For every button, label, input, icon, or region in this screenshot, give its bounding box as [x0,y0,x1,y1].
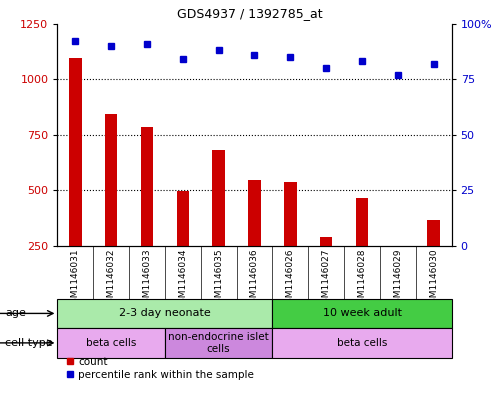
Text: GDS4937 / 1392785_at: GDS4937 / 1392785_at [177,7,322,20]
Bar [272,328,452,358]
Bar [428,220,440,301]
Text: 10 week adult: 10 week adult [322,309,402,318]
Text: GSM1146035: GSM1146035 [214,248,223,309]
Text: GSM1146033: GSM1146033 [143,248,152,309]
Bar [105,114,117,301]
Text: beta cells: beta cells [337,338,387,348]
Bar [320,237,332,301]
Text: GSM1146036: GSM1146036 [250,248,259,309]
Bar [69,58,81,301]
Text: GSM1146029: GSM1146029 [393,248,402,309]
Bar [57,299,272,328]
Text: GSM1146026: GSM1146026 [286,248,295,309]
Bar [141,127,153,301]
Text: GSM1146028: GSM1146028 [357,248,366,309]
Text: GSM1146027: GSM1146027 [322,248,331,309]
Bar [177,191,189,301]
Bar [392,249,404,301]
Text: age: age [5,309,26,318]
Text: beta cells: beta cells [86,338,136,348]
Text: cell type: cell type [5,338,52,348]
Bar [165,328,272,358]
Bar [248,180,261,301]
Bar [284,182,296,301]
Bar [356,198,368,301]
Text: 2-3 day neonate: 2-3 day neonate [119,309,211,318]
Text: GSM1146030: GSM1146030 [429,248,438,309]
Text: non-endocrine islet
cells: non-endocrine islet cells [168,332,269,354]
Bar [57,328,165,358]
Text: GSM1146034: GSM1146034 [178,248,187,309]
Text: GSM1146031: GSM1146031 [71,248,80,309]
Bar [272,299,452,328]
Text: GSM1146032: GSM1146032 [107,248,116,309]
Legend: count, percentile rank within the sample: count, percentile rank within the sample [62,353,258,384]
Bar [213,150,225,301]
